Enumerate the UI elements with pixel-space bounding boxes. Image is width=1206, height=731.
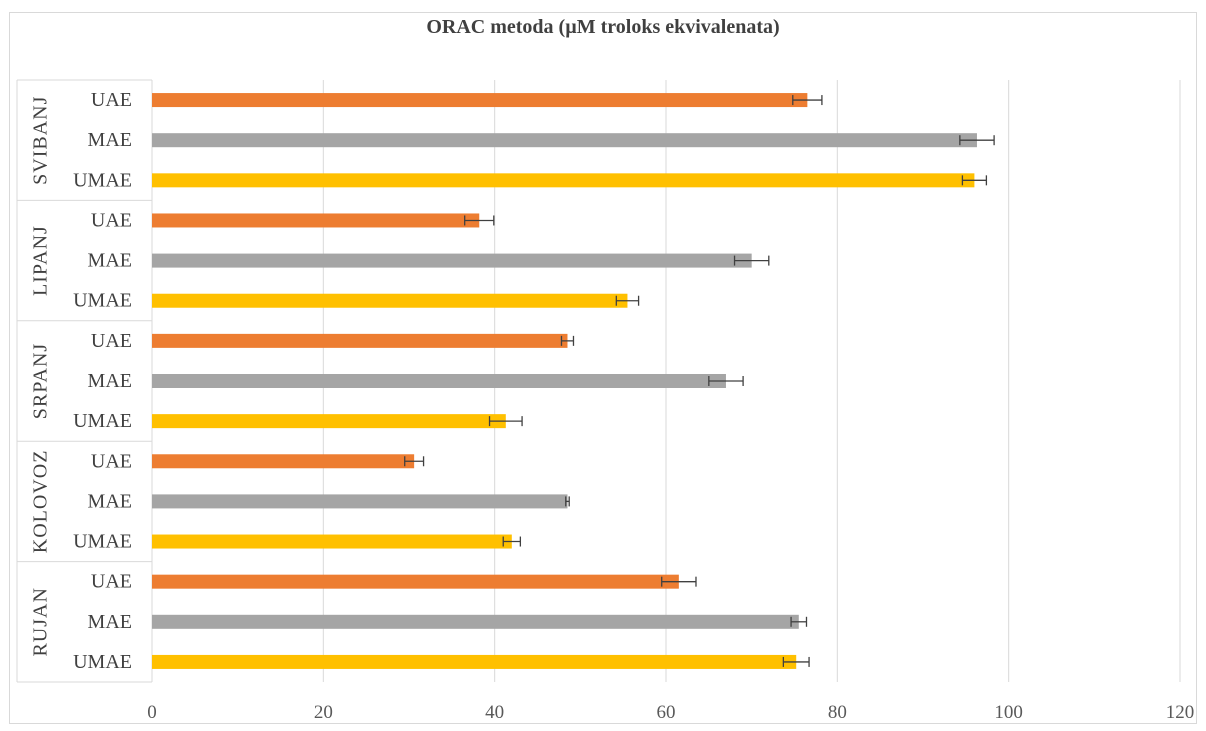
bar: [152, 414, 506, 429]
error-bar: [790, 616, 808, 627]
x-tick-label: 60: [657, 702, 676, 723]
error-bar: [464, 215, 495, 226]
bar: [152, 133, 977, 148]
category-label: UAE: [91, 330, 132, 352]
category-label: UAE: [91, 89, 132, 111]
bar: [152, 333, 568, 348]
bar: [152, 213, 480, 228]
group-label: SRPANJ: [30, 343, 52, 419]
bar: [152, 374, 726, 388]
bar: [152, 173, 975, 188]
x-tick-label: 20: [314, 702, 333, 723]
group-label: KOLOVOZ: [30, 450, 52, 554]
bar: [152, 654, 797, 669]
x-tick-labels: 0 20 40 60 80 100 120: [147, 702, 1194, 723]
error-bar: [961, 175, 988, 186]
bar: [152, 454, 415, 469]
category-label: MAE: [88, 129, 132, 151]
error-bar: [404, 456, 425, 467]
error-bar: [959, 135, 995, 146]
bars: [152, 93, 977, 669]
category-label: MAE: [88, 250, 132, 272]
bar: [152, 574, 679, 589]
error-bar: [560, 335, 575, 346]
chart-frame: [9, 12, 1197, 724]
bar: [152, 253, 752, 268]
bar: [152, 534, 512, 549]
error-bar: [502, 536, 522, 547]
chart-title: ORAC metoda (µM troloks ekvivalenata): [426, 16, 780, 38]
category-label: MAE: [88, 611, 132, 633]
category-label: MAE: [88, 370, 132, 392]
category-label: UAE: [91, 209, 132, 231]
x-tick-label: 80: [828, 702, 847, 723]
x-tick-label: 120: [1166, 702, 1195, 723]
error-bar: [792, 95, 823, 106]
group-label: SVIBANJ: [30, 96, 52, 185]
x-tick-label: 0: [147, 702, 157, 723]
bar: [152, 93, 808, 108]
category-label: UAE: [91, 450, 132, 472]
category-label: UMAE: [73, 531, 132, 553]
error-bar: [661, 576, 697, 587]
category-labels: SVIBANJ UAE MAE UMAE LIPANJ UAE MAE UMAE SRPANJ U…: [30, 89, 133, 673]
group-label: LIPANJ: [30, 225, 52, 296]
bar: [152, 293, 628, 308]
category-label: UMAE: [73, 290, 132, 312]
error-bar: [708, 376, 744, 386]
bar: [152, 614, 799, 629]
category-label: MAE: [88, 490, 132, 512]
x-tick-label: 40: [485, 702, 504, 723]
error-bars: [404, 95, 995, 667]
group-label: RUJAN: [30, 587, 52, 656]
error-bar: [733, 255, 770, 266]
bar: [152, 494, 568, 509]
error-bar: [782, 656, 810, 667]
error-bar: [565, 496, 570, 507]
category-label: UMAE: [73, 410, 132, 432]
category-label: UAE: [91, 571, 132, 593]
error-bar: [615, 295, 640, 306]
x-tick-label: 100: [994, 702, 1023, 723]
category-label: UMAE: [73, 651, 132, 673]
category-label: UMAE: [73, 169, 132, 191]
error-bar: [488, 416, 523, 427]
